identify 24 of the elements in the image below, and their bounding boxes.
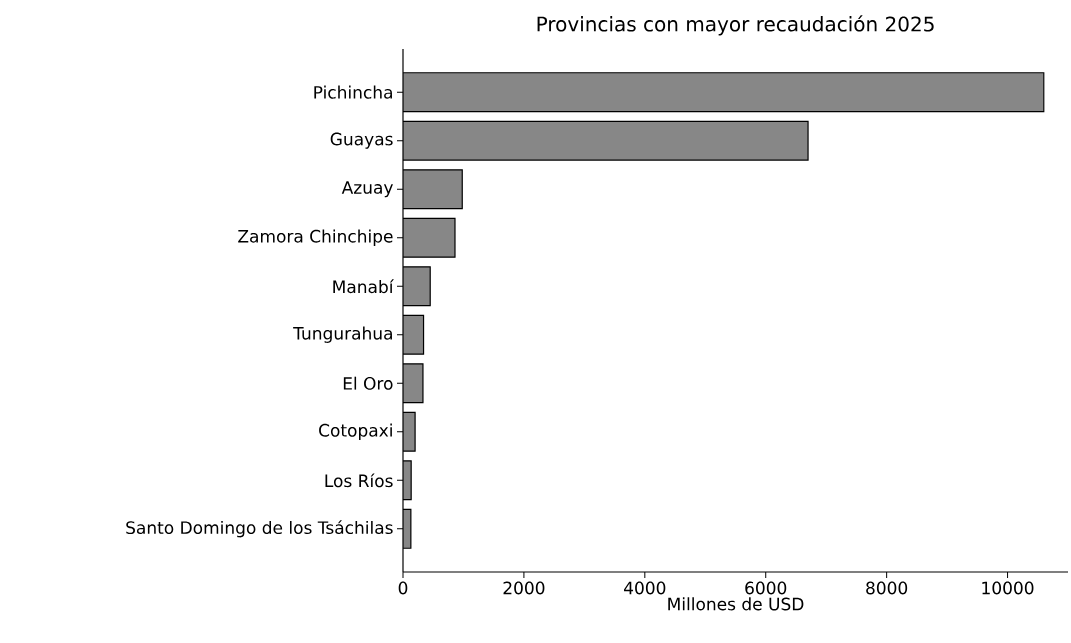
y-tick-label: El Oro [343,376,393,390]
bar [403,120,809,161]
y-tick-label: Pichincha [314,85,392,99]
y-tick-label: Santo Domingo de los Tsáchilas [126,520,393,538]
y-tick-label: Los Ríos [325,473,393,488]
chart-title: Provincias con mayor recaudación 2025 [537,15,934,36]
x-tick-label: 6000 [745,581,787,595]
y-tick-label: Cotopaxi [319,423,392,441]
bar [403,314,425,355]
x-tick-label: 8000 [866,581,908,595]
x-tick-label: 10000 [982,581,1034,595]
bar [403,217,456,258]
x-tick-label: 4000 [624,581,666,595]
bar [403,266,431,307]
y-tick-label: Tungurahua [293,326,392,343]
bar [403,169,463,210]
y-tick-label: Azuay [341,181,393,198]
bar [403,72,1045,113]
y-tick-label: Manabí [333,279,394,294]
x-tick-label: 0 [398,581,408,595]
y-tick-label: Guayas [330,132,393,149]
y-tick-label: Zamora Chinchipe [238,229,393,246]
x-axis-title: Millones de USD [668,597,804,611]
x-tick-label: 2000 [503,581,545,595]
